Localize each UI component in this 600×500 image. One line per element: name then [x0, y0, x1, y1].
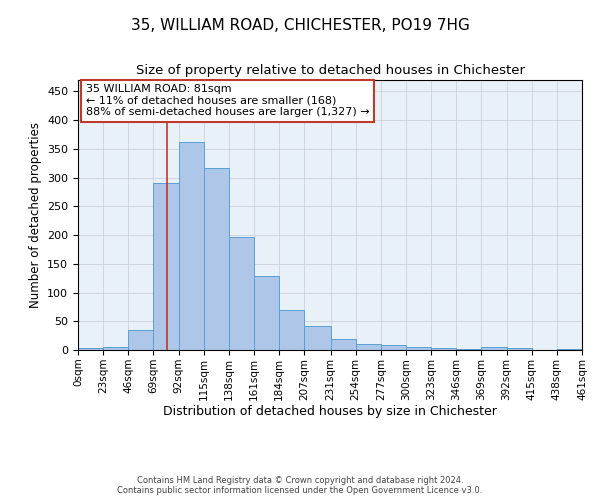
- X-axis label: Distribution of detached houses by size in Chichester: Distribution of detached houses by size …: [163, 406, 497, 418]
- Bar: [456, 349, 481, 350]
- Bar: [431, 348, 456, 350]
- Bar: [356, 344, 381, 350]
- Bar: [481, 346, 506, 350]
- Title: Size of property relative to detached houses in Chichester: Size of property relative to detached ho…: [136, 64, 524, 78]
- Text: 35, WILLIAM ROAD, CHICHESTER, PO19 7HG: 35, WILLIAM ROAD, CHICHESTER, PO19 7HG: [131, 18, 469, 32]
- Bar: [506, 348, 532, 350]
- Bar: [78, 348, 103, 350]
- Bar: [128, 330, 154, 350]
- Bar: [381, 346, 406, 350]
- Text: Contains HM Land Registry data © Crown copyright and database right 2024.
Contai: Contains HM Land Registry data © Crown c…: [118, 476, 482, 495]
- Bar: [154, 184, 179, 350]
- Text: 35 WILLIAM ROAD: 81sqm
← 11% of detached houses are smaller (168)
88% of semi-de: 35 WILLIAM ROAD: 81sqm ← 11% of detached…: [86, 84, 369, 117]
- Bar: [229, 237, 254, 350]
- Bar: [279, 310, 304, 350]
- Bar: [254, 276, 279, 350]
- Bar: [204, 168, 229, 350]
- Bar: [406, 347, 431, 350]
- Bar: [179, 142, 204, 350]
- Bar: [304, 326, 331, 350]
- Bar: [331, 338, 356, 350]
- Y-axis label: Number of detached properties: Number of detached properties: [29, 122, 41, 308]
- Bar: [103, 346, 128, 350]
